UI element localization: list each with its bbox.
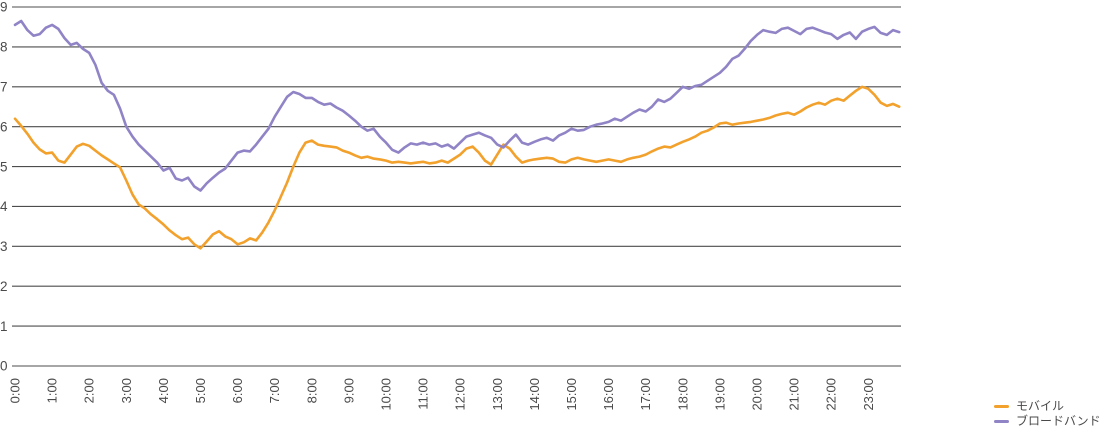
x-axis-tick-label: 1:00 (45, 378, 60, 403)
y-axis-tick-label: 6 (0, 119, 8, 134)
x-axis-tick-label: 16:00 (601, 378, 616, 411)
legend-item-broadband: ブロードバンド (994, 415, 1100, 427)
y-axis-tick-label: 2 (0, 279, 8, 294)
y-axis-tick-label: 4 (0, 199, 8, 214)
legend: モバイル ブロードバンド (994, 400, 1100, 427)
y-axis-tick-label: 5 (0, 159, 8, 174)
legend-dash-mobile-icon (994, 404, 1009, 408)
legend-dash-broadband-icon (994, 419, 1009, 423)
y-axis-tick-label: 9 (0, 0, 8, 15)
x-axis-tick-label: 2:00 (82, 378, 97, 403)
x-axis-tick-label: 18:00 (675, 378, 690, 411)
x-axis-tick-label: 10:00 (379, 378, 394, 411)
series-line-mobile (13, 85, 901, 250)
x-axis-tick-label: 6:00 (230, 378, 245, 403)
x-axis-tick-label: 9:00 (341, 378, 356, 403)
x-axis-tick-label: 19:00 (712, 378, 727, 411)
x-axis-tick-label: 7:00 (267, 378, 282, 403)
y-axis-tick-label: 8 (0, 40, 8, 55)
legend-label-broadband: ブロードバンド (1016, 414, 1100, 428)
x-axis-tick-label: 5:00 (193, 378, 208, 403)
legend-item-mobile: モバイル (994, 400, 1100, 412)
y-axis-tick-label: 0 (0, 359, 8, 374)
y-axis-tick-label: 3 (0, 239, 8, 254)
x-axis-tick-label: 4:00 (156, 378, 171, 403)
x-axis-tick-label: 11:00 (416, 378, 431, 410)
x-axis-tick-label: 8:00 (304, 378, 319, 403)
legend-label-mobile: モバイル (1016, 399, 1065, 413)
y-axis-tick-label: 7 (0, 80, 8, 95)
series-line-broadband (13, 19, 901, 192)
x-axis-tick-label: 13:00 (490, 378, 505, 411)
x-axis-tick-label: 3:00 (119, 378, 134, 403)
x-axis-tick-label: 14:00 (527, 378, 542, 411)
x-axis-tick-label: 23:00 (861, 378, 876, 411)
x-axis-tick-label: 17:00 (638, 378, 653, 411)
x-axis-tick-label: 22:00 (824, 378, 839, 411)
x-axis-tick-label: 0:00 (8, 378, 23, 403)
x-axis-tick-label: 12:00 (453, 378, 468, 411)
y-axis-tick-label: 1 (0, 319, 8, 334)
x-axis-tick-label: 15:00 (564, 378, 579, 411)
x-axis-tick-label: 21:00 (787, 378, 802, 411)
x-axis-tick-label: 20:00 (750, 378, 765, 411)
